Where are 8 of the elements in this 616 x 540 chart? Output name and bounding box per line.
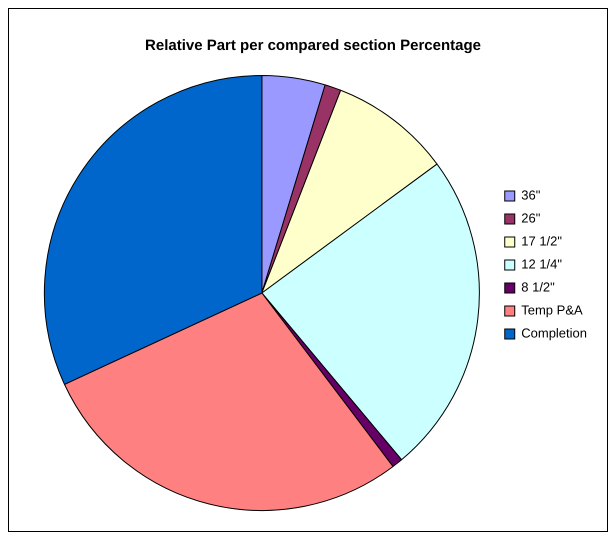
legend-label: 17 1/2" xyxy=(521,234,562,249)
chart-title: Relative Part per compared section Percentage xyxy=(145,37,481,54)
legend-label: 36" xyxy=(521,188,541,203)
legend-label: 8 1/2" xyxy=(521,280,556,295)
legend-label: Completion xyxy=(521,326,588,341)
legend-label: Temp P&A xyxy=(521,302,583,318)
legend-label: 26" xyxy=(521,210,541,226)
legend-label: 12 1/4" xyxy=(521,256,562,272)
